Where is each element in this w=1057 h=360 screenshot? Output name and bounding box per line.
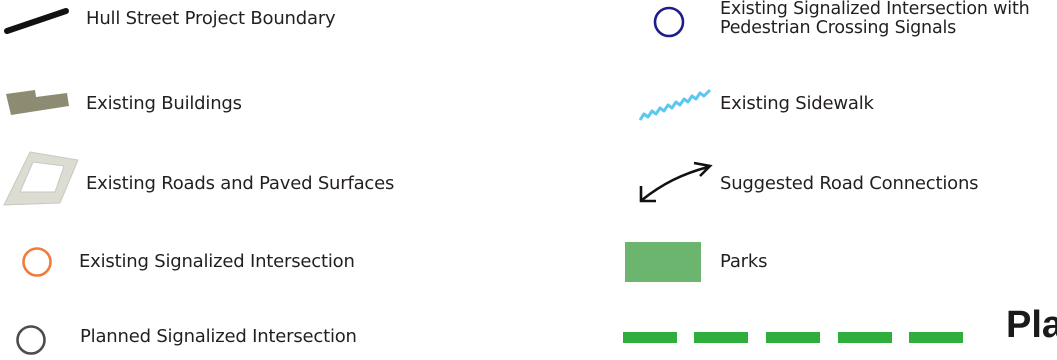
legend-label-parks: Parks [720,251,768,272]
gray-circle-icon [16,325,46,355]
legend-label-road-connections: Suggested Road Connections [720,173,979,194]
green-rectangle-icon [625,242,701,282]
legend-label-cut-off: Pla [1006,304,1057,346]
double-arrow-icon [639,161,713,203]
legend-label-project-boundary: Hull Street Project Boundary [86,8,336,29]
green-dashed-line-icon [623,332,963,343]
legend-label-existing-buildings: Existing Buildings [86,93,242,114]
paved-surface-icon [3,151,79,206]
legend-label-existing-sidewalk: Existing Sidewalk [720,93,874,114]
building-shape-icon [6,90,69,115]
legend-label-pedestrian-signal-line1: Existing Signalized Intersection with [720,0,1030,19]
blue-circle-icon [653,6,685,38]
black-line-icon [4,8,69,34]
legend-label-pedestrian-signal-line2: Pedestrian Crossing Signals [720,18,957,38]
legend-label-existing-signal: Existing Signalized Intersection [79,251,355,272]
legend-label-roads-paved: Existing Roads and Paved Surfaces [86,173,395,194]
zigzag-sidewalk-icon [638,88,712,121]
legend-label-planned-signal: Planned Signalized Intersection [80,326,357,347]
orange-circle-icon [22,247,52,277]
